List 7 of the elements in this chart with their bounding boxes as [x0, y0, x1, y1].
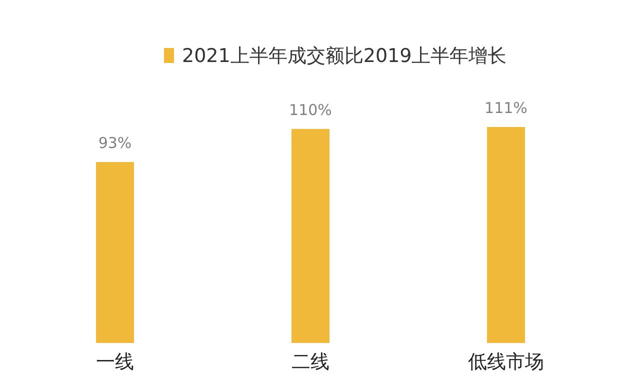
- x-tick-label: 一线: [96, 351, 134, 373]
- data-label: 111%: [484, 99, 528, 117]
- data-label: 110%: [289, 100, 332, 119]
- x-tick-label: 低线市场: [468, 351, 544, 373]
- data-label: 93%: [98, 134, 132, 152]
- x-tick-label: 二线: [292, 351, 330, 373]
- legend-label: 2021上半年成交额比2019上半年增长: [182, 45, 507, 67]
